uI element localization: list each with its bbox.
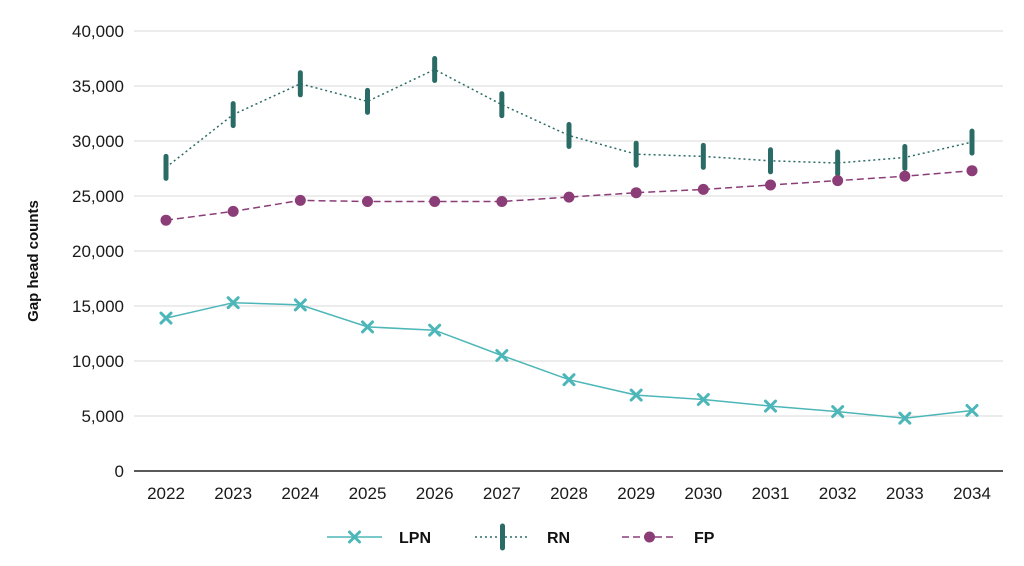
data-point-fp [966, 165, 978, 177]
marker-stroke [361, 320, 374, 334]
x-tick-label: 2028 [550, 484, 588, 503]
data-point-fp [765, 179, 776, 191]
x-tick-label: 2031 [752, 484, 790, 503]
data-point-lpn [562, 373, 576, 387]
marker-stroke [764, 399, 777, 413]
legend-marker [644, 531, 655, 543]
data-point-lpn [293, 298, 307, 312]
x-tick-label: 2025 [349, 484, 387, 503]
data-point-lpn [159, 311, 173, 325]
data-point-lpn [965, 404, 979, 417]
series-layer [159, 56, 979, 425]
legend-item-rn: RN [475, 523, 570, 551]
data-point-fp [630, 187, 642, 199]
marker-stroke [696, 393, 710, 406]
series-lpn-line [165, 301, 973, 419]
data-point-fp [362, 196, 373, 207]
data-point-lpn [764, 399, 777, 413]
x-axis-ticks: 2022 2023 2024 2025 2026 2027 2028 2029 2030 2031… [147, 484, 991, 503]
data-point-lpn [428, 323, 442, 337]
data-point-fp [697, 183, 709, 195]
data-point-fp [429, 196, 441, 207]
legend: LPN RN FP [327, 523, 715, 551]
series-fp [160, 165, 978, 226]
marker-stroke [348, 530, 361, 544]
series-rn [163, 56, 975, 181]
data-point-fp [496, 196, 508, 207]
x-tick-label: 2033 [886, 484, 924, 503]
marker-stroke [831, 405, 845, 419]
data-point-fp [563, 191, 575, 203]
x-tick-label: 2027 [483, 484, 521, 503]
y-tick-label: 20,000 [72, 242, 124, 261]
y-axis-ticks: 0 5,000 10,000 15,000 20,000 25,000 30,000 35,0… [72, 22, 124, 481]
y-tick-label: 30,000 [72, 132, 124, 151]
legend-label: FP [694, 530, 715, 547]
data-point-fp [832, 175, 844, 187]
marker-stroke [159, 311, 173, 325]
x-tick-label: 2026 [416, 484, 454, 503]
y-tick-label: 40,000 [72, 22, 124, 41]
marker-stroke [293, 298, 307, 312]
x-tick-label: 2023 [214, 484, 252, 503]
marker-stroke [898, 411, 912, 425]
data-point-lpn [696, 393, 710, 406]
x-tick-label: 2022 [147, 484, 185, 503]
data-point-fp [294, 194, 306, 206]
data-point-fp [227, 205, 239, 217]
y-tick-label: 35,000 [72, 77, 124, 96]
marker-stroke [495, 349, 509, 362]
x-tick-label: 2032 [819, 484, 857, 503]
legend-item-lpn: LPN [327, 530, 431, 547]
data-point-lpn [361, 320, 374, 334]
y-axis-title: Gap head counts [25, 200, 42, 322]
marker-stroke [965, 404, 979, 417]
x-tick-label: 2030 [684, 484, 722, 503]
x-tick-label: 2029 [617, 484, 655, 503]
series-lpn [159, 296, 979, 425]
y-tick-label: 5,000 [81, 407, 124, 426]
x-tick-label: 2034 [953, 484, 991, 503]
y-tick-label: 10,000 [72, 352, 124, 371]
marker-stroke [629, 388, 643, 402]
y-tick-label: 25,000 [72, 187, 124, 206]
data-point-fp [899, 170, 911, 182]
data-point-lpn [495, 349, 509, 362]
y-tick-label: 15,000 [72, 297, 124, 316]
legend-label: RN [547, 530, 570, 547]
gridlines [134, 30, 1003, 417]
marker-stroke [226, 296, 240, 310]
legend-marker [348, 530, 361, 544]
legend-label: LPN [399, 530, 431, 547]
y-tick-label: 0 [115, 462, 124, 481]
data-point-lpn [898, 411, 912, 425]
x-tick-label: 2024 [281, 484, 319, 503]
data-point-lpn [831, 405, 845, 419]
legend-item-fp: FP [622, 530, 715, 547]
data-point-lpn [226, 296, 240, 310]
data-point-fp [160, 214, 172, 226]
marker-stroke [562, 373, 576, 387]
series-rn-line [165, 68, 973, 168]
data-point-lpn [629, 388, 643, 402]
marker-stroke [428, 323, 442, 337]
